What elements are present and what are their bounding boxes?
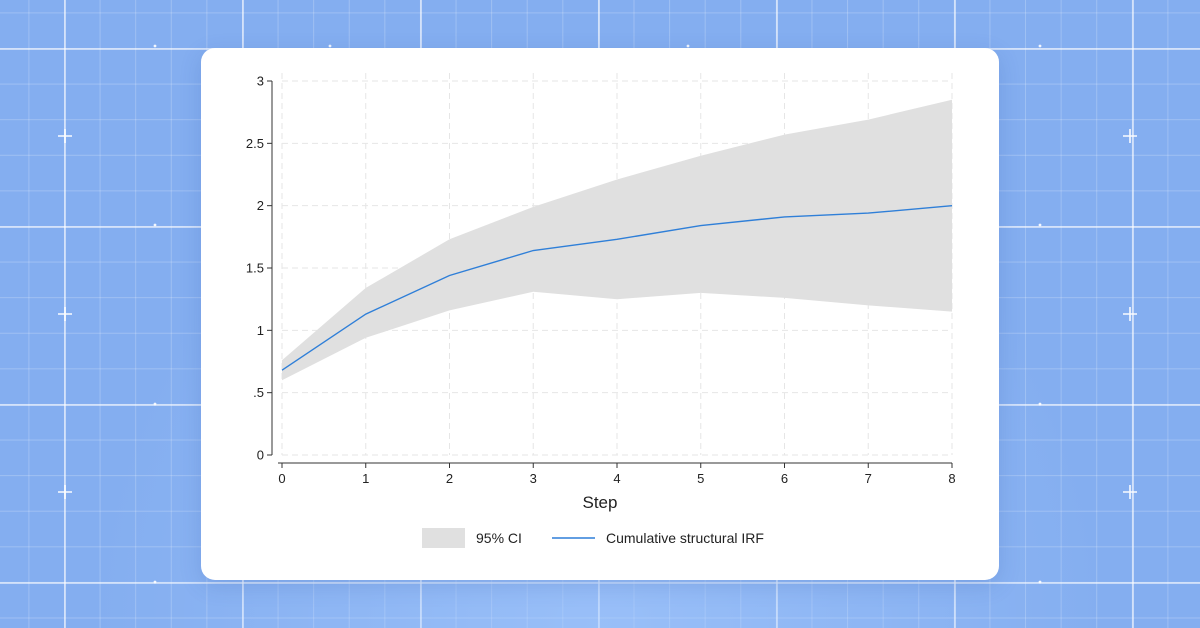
x-axis-ticks: 0 1 2 3 4 5 6 7 8: [278, 463, 956, 486]
x-tick-label: 2: [446, 471, 453, 486]
sparkle-cross: [58, 129, 72, 143]
y-tick-label: 1.5: [246, 261, 264, 276]
sparkle-dot: [1038, 402, 1042, 406]
sparkle-cross: [58, 485, 72, 499]
sparkle-cross: [1123, 307, 1137, 321]
sparkle-cross: [1123, 485, 1137, 499]
x-axis-title: Step: [583, 493, 618, 512]
irf-chart: 0 .5 1 1.5 2 2.5 3 0 1 2 3 4 5 6 7 8 Step 95% CI Cumula…: [246, 73, 956, 548]
sparkle-dot: [1038, 223, 1042, 227]
chart-card: 0 .5 1 1.5 2 2.5 3 0 1 2 3 4 5 6 7 8 Step 95% CI Cumula…: [201, 48, 999, 580]
x-tick-label: 6: [781, 471, 788, 486]
sparkle-dot: [153, 223, 157, 227]
sparkle-dot: [153, 580, 157, 584]
sparkle-cross: [58, 307, 72, 321]
legend: 95% CI Cumulative structural IRF: [422, 528, 764, 548]
y-tick-label: 3: [257, 74, 264, 89]
irf-line-layer: [281, 205, 953, 371]
sparkle-dot: [1038, 44, 1042, 48]
legend-swatch-ci: [422, 528, 465, 548]
x-tick-label: 7: [865, 471, 872, 486]
sparkle-dot: [153, 44, 157, 48]
sparkle-dot: [1038, 580, 1042, 584]
y-axis-ticks: 0 .5 1 1.5 2 2.5 3: [246, 74, 272, 463]
y-tick-label: 2.5: [246, 136, 264, 151]
x-tick-label: 0: [278, 471, 285, 486]
x-tick-label: 1: [362, 471, 369, 486]
x-tick-label: 8: [948, 471, 955, 486]
y-tick-label: .5: [253, 385, 264, 400]
legend-label-ci: 95% CI: [476, 530, 522, 546]
irf-line: [281, 205, 953, 371]
y-tick-label: 2: [257, 198, 264, 213]
y-tick-label: 1: [257, 323, 264, 338]
sparkle-dot: [686, 44, 690, 48]
x-tick-label: 4: [613, 471, 620, 486]
y-tick-label: 0: [257, 448, 264, 463]
sparkle-dot: [328, 44, 332, 48]
legend-label-irf: Cumulative structural IRF: [606, 530, 764, 546]
sparkle-cross: [1123, 129, 1137, 143]
sparkle-dot: [153, 402, 157, 406]
x-tick-label: 5: [697, 471, 704, 486]
x-tick-label: 3: [530, 471, 537, 486]
